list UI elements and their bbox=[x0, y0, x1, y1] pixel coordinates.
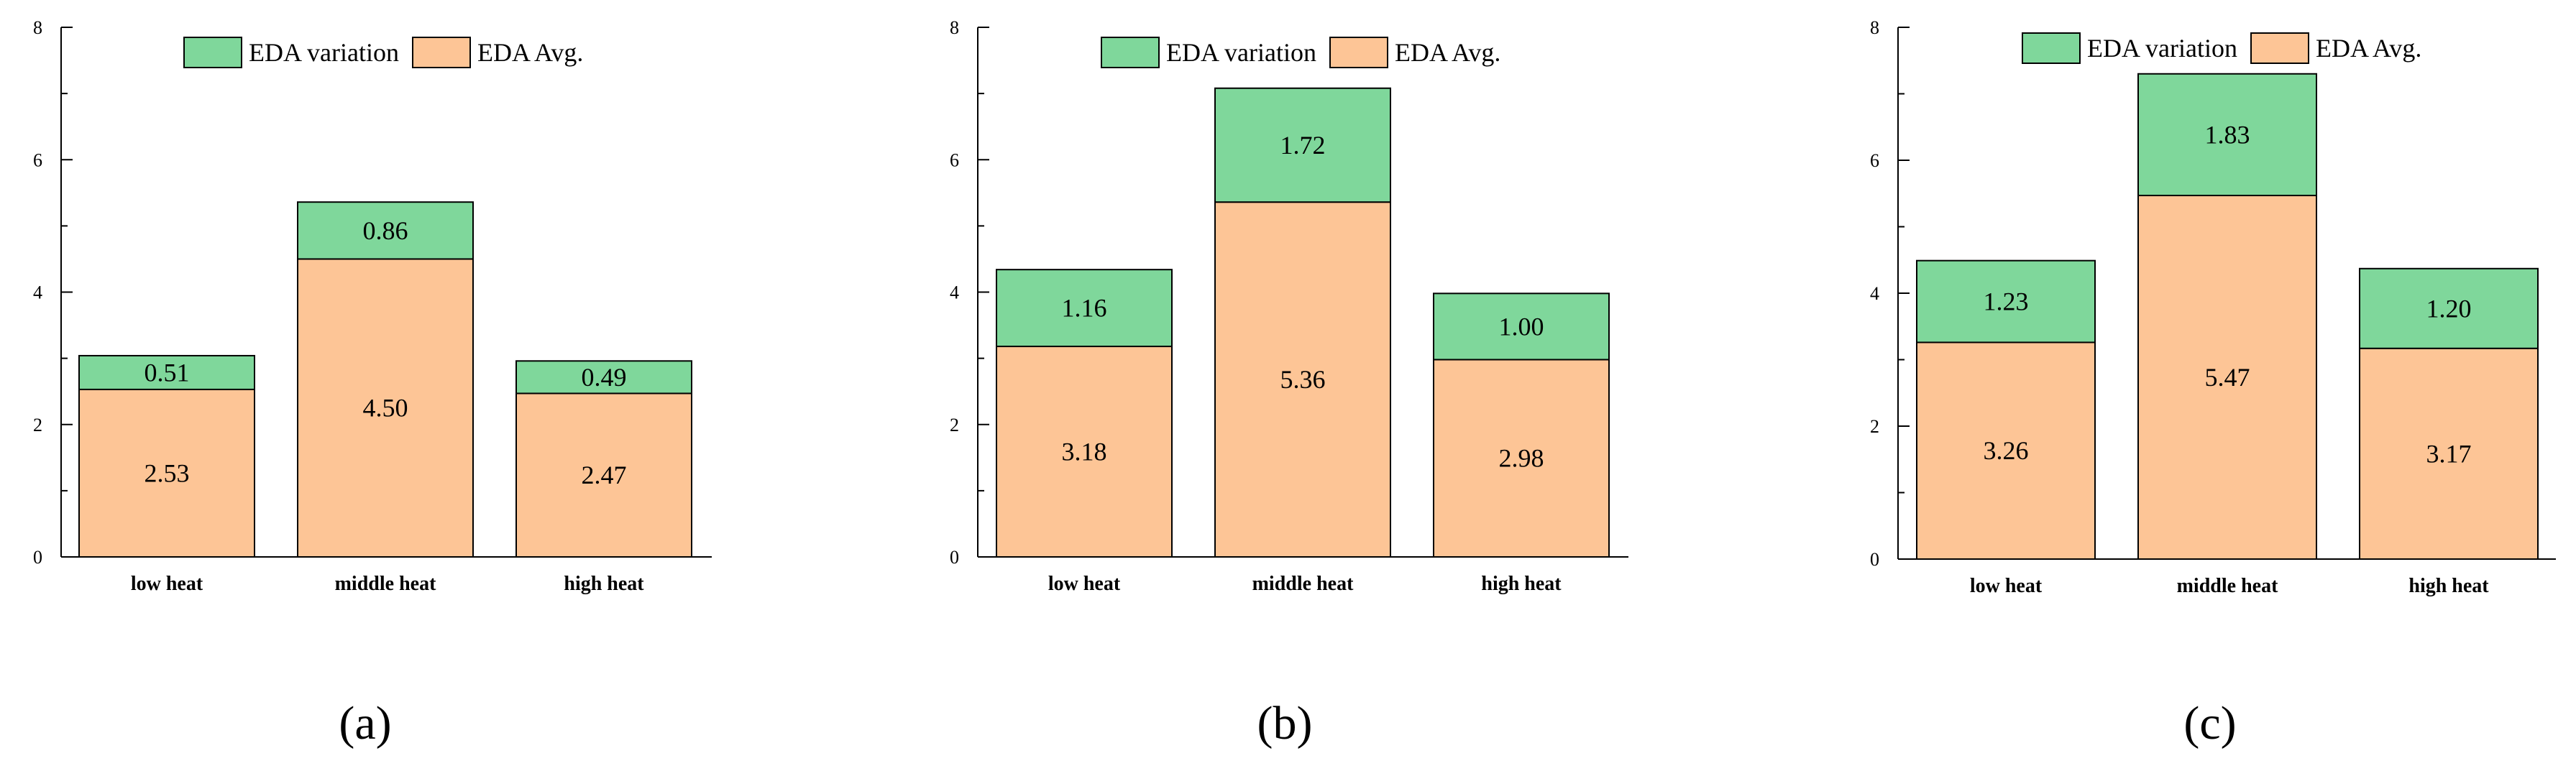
data-label-avg-1: 4.50 bbox=[363, 394, 408, 423]
data-label-variation-1: 0.86 bbox=[363, 216, 408, 245]
y-tick-label: 2 bbox=[950, 415, 959, 435]
panel-label: (b) bbox=[1257, 697, 1313, 750]
legend-label-variation: EDA variation bbox=[2087, 34, 2237, 63]
category-label-1: middle heat bbox=[335, 573, 436, 595]
category-label-2: high heat bbox=[564, 573, 644, 595]
panel-label: (a) bbox=[339, 697, 391, 750]
category-label-1: middle heat bbox=[2177, 575, 2278, 597]
y-tick-label: 8 bbox=[33, 17, 42, 38]
y-tick-label: 0 bbox=[33, 547, 42, 568]
bar-variation-0 bbox=[78, 354, 255, 390]
chart-panel-a: 2.53 0.51 low heat 4.50 0.86 middle heat 2.47 0… bbox=[33, 17, 712, 750]
bar-avg-2 bbox=[1433, 359, 1610, 558]
y-tick-label: 8 bbox=[1870, 17, 1879, 38]
chart-panel-c: 3.26 1.23 low heat 5.47 1.83 middle heat 3.17 1… bbox=[1870, 17, 2556, 750]
bar-variation-1 bbox=[1214, 87, 1391, 203]
legend-label-variation: EDA variation bbox=[1166, 38, 1316, 67]
bar-variation-2 bbox=[515, 360, 692, 395]
data-label-variation-2: 0.49 bbox=[582, 363, 627, 392]
data-label-avg-1: 5.47 bbox=[2205, 363, 2250, 392]
category-label-1: middle heat bbox=[1252, 573, 1354, 595]
data-label-avg-2: 2.98 bbox=[1499, 444, 1544, 473]
bar-avg-0 bbox=[78, 388, 255, 558]
bar-variation-1 bbox=[297, 201, 474, 260]
panel-label: (c) bbox=[2183, 697, 2236, 750]
legend-label-avg: EDA Avg. bbox=[2316, 34, 2421, 63]
legend-swatch-avg bbox=[412, 37, 471, 68]
data-label-avg-2: 3.17 bbox=[2426, 439, 2472, 468]
y-tick-label: 0 bbox=[950, 547, 959, 568]
data-label-avg-2: 2.47 bbox=[582, 461, 627, 489]
data-label-variation-1: 1.83 bbox=[2205, 120, 2250, 149]
data-label-variation-2: 1.20 bbox=[2426, 294, 2472, 323]
bar-avg-2 bbox=[2359, 347, 2539, 560]
category-label-2: high heat bbox=[2408, 575, 2489, 597]
legend-swatch-variation bbox=[183, 37, 242, 68]
y-tick-label: 2 bbox=[33, 415, 42, 435]
data-label-avg-1: 5.36 bbox=[1280, 365, 1326, 394]
legend-swatch-variation bbox=[2022, 32, 2081, 64]
data-label-avg-0: 3.18 bbox=[1062, 438, 1107, 466]
bar-avg-1 bbox=[2137, 195, 2317, 560]
bar-avg-2 bbox=[515, 392, 692, 558]
bar-avg-0 bbox=[996, 346, 1173, 558]
chart-panel-b: 3.18 1.16 low heat 5.36 1.72 middle heat 2.98 1… bbox=[950, 17, 1628, 750]
bar-variation-1 bbox=[2137, 73, 2317, 197]
y-tick-label: 4 bbox=[33, 282, 42, 303]
data-label-variation-0: 1.23 bbox=[1984, 287, 2029, 316]
y-tick-label: 6 bbox=[950, 149, 959, 170]
y-tick-label: 6 bbox=[1870, 150, 1879, 171]
category-label-2: high heat bbox=[1481, 573, 1562, 595]
y-tick-label: 2 bbox=[1870, 416, 1879, 437]
legend-label-avg: EDA Avg. bbox=[477, 38, 583, 67]
category-label-0: low heat bbox=[1970, 575, 2043, 597]
bar-variation-0 bbox=[1916, 259, 2096, 343]
data-label-variation-0: 0.51 bbox=[145, 358, 190, 387]
y-tick-label: 4 bbox=[1870, 283, 1879, 304]
y-tick-label: 4 bbox=[950, 282, 959, 303]
data-label-avg-0: 3.26 bbox=[1984, 436, 2029, 465]
data-label-variation-1: 1.72 bbox=[1280, 131, 1326, 160]
data-label-avg-0: 2.53 bbox=[145, 458, 190, 487]
bar-variation-0 bbox=[996, 269, 1173, 348]
bar-variation-2 bbox=[2359, 267, 2539, 349]
legend-label-variation: EDA variation bbox=[249, 38, 399, 67]
bar-variation-2 bbox=[1433, 292, 1610, 361]
data-label-variation-0: 1.16 bbox=[1062, 294, 1107, 323]
category-label-0: low heat bbox=[131, 573, 203, 595]
y-tick-label: 0 bbox=[1870, 549, 1879, 570]
bar-avg-1 bbox=[1214, 201, 1391, 558]
y-tick-label: 8 bbox=[950, 17, 959, 38]
data-label-variation-2: 1.00 bbox=[1499, 312, 1544, 341]
legend-swatch-avg bbox=[2250, 32, 2309, 64]
legend-label-avg: EDA Avg. bbox=[1395, 38, 1500, 67]
legend-swatch-avg bbox=[1329, 37, 1388, 68]
legend-swatch-variation bbox=[1101, 37, 1160, 68]
y-tick-label: 6 bbox=[33, 149, 42, 170]
category-label-0: low heat bbox=[1048, 573, 1121, 595]
bar-avg-0 bbox=[1916, 341, 2096, 560]
